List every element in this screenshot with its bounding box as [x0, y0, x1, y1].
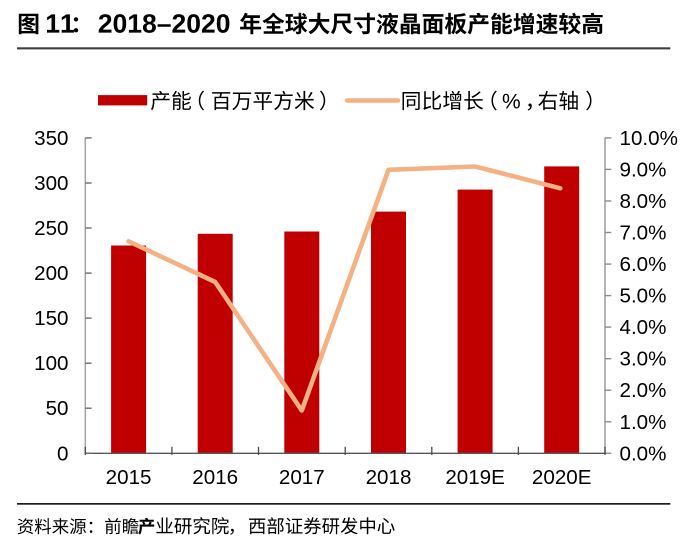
svg-text:0: 0 [57, 442, 68, 465]
svg-text:8.0%: 8.0% [620, 190, 667, 213]
svg-text:0.0%: 0.0% [620, 442, 667, 465]
svg-text:250: 250 [34, 217, 68, 240]
svg-text:2.0%: 2.0% [620, 379, 667, 402]
svg-text:7.0%: 7.0% [620, 222, 667, 245]
svg-text:100: 100 [34, 352, 68, 375]
svg-text:2018: 2018 [366, 466, 412, 489]
svg-text:2019E: 2019E [445, 466, 505, 489]
svg-text:150: 150 [34, 307, 68, 330]
svg-text:5.0%: 5.0% [620, 285, 667, 308]
svg-text:1.0%: 1.0% [620, 411, 667, 434]
svg-text:2017: 2017 [279, 466, 325, 489]
svg-text:2020E: 2020E [532, 466, 592, 489]
svg-text:4.0%: 4.0% [620, 316, 667, 339]
svg-text:300: 300 [34, 172, 68, 195]
svg-text:9.0%: 9.0% [620, 158, 667, 181]
svg-text:6.0%: 6.0% [620, 253, 667, 276]
svg-text:50: 50 [46, 397, 69, 420]
svg-text:2016: 2016 [192, 466, 238, 489]
svg-text:2015: 2015 [106, 466, 152, 489]
svg-text:350: 350 [34, 127, 68, 150]
svg-text:200: 200 [34, 262, 68, 285]
svg-text:10.0%: 10.0% [620, 127, 678, 150]
svg-text:3.0%: 3.0% [620, 348, 667, 371]
